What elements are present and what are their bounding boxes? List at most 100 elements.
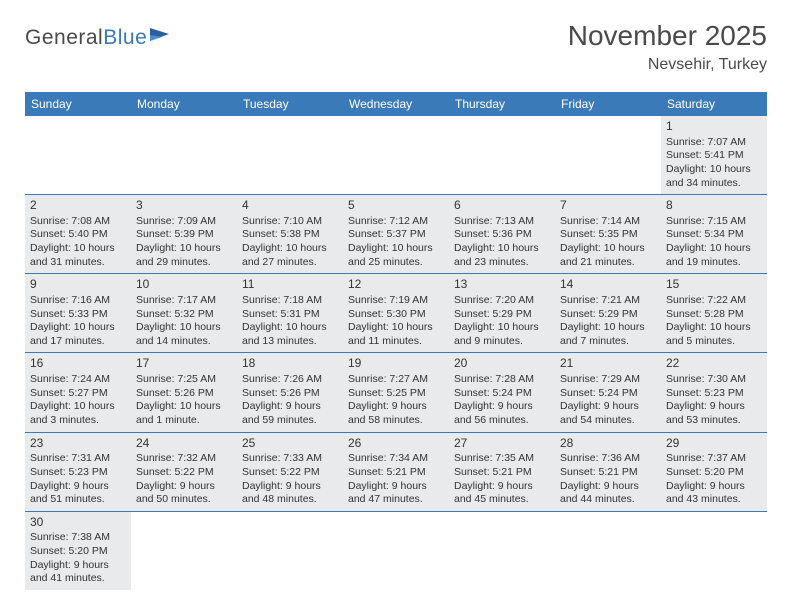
sunset-text: Sunset: 5:39 PM bbox=[136, 228, 232, 242]
day-header: Monday bbox=[131, 92, 237, 116]
day-cell: 15Sunrise: 7:22 AMSunset: 5:28 PMDayligh… bbox=[661, 274, 767, 352]
day-cell: 28Sunrise: 7:36 AMSunset: 5:21 PMDayligh… bbox=[555, 433, 661, 511]
daylight-text: Daylight: 10 hours and 14 minutes. bbox=[136, 321, 232, 348]
day-header: Tuesday bbox=[237, 92, 343, 116]
week-row: 2Sunrise: 7:08 AMSunset: 5:40 PMDaylight… bbox=[25, 195, 767, 274]
daylight-text: Daylight: 10 hours and 1 minute. bbox=[136, 400, 232, 427]
daylight-text: Daylight: 9 hours and 48 minutes. bbox=[242, 480, 338, 507]
day-number: 18 bbox=[242, 356, 338, 372]
sunrise-text: Sunrise: 7:20 AM bbox=[454, 294, 550, 308]
week-row: 30Sunrise: 7:38 AMSunset: 5:20 PMDayligh… bbox=[25, 512, 767, 590]
daylight-text: Daylight: 9 hours and 41 minutes. bbox=[30, 559, 126, 586]
day-cell-empty bbox=[131, 116, 237, 194]
day-cell: 1Sunrise: 7:07 AMSunset: 5:41 PMDaylight… bbox=[661, 116, 767, 194]
day-cell: 23Sunrise: 7:31 AMSunset: 5:23 PMDayligh… bbox=[25, 433, 131, 511]
sunset-text: Sunset: 5:21 PM bbox=[454, 466, 550, 480]
sunrise-text: Sunrise: 7:18 AM bbox=[242, 294, 338, 308]
daylight-text: Daylight: 9 hours and 58 minutes. bbox=[348, 400, 444, 427]
sunset-text: Sunset: 5:21 PM bbox=[348, 466, 444, 480]
sunrise-text: Sunrise: 7:31 AM bbox=[30, 452, 126, 466]
day-cell: 2Sunrise: 7:08 AMSunset: 5:40 PMDaylight… bbox=[25, 195, 131, 273]
sunrise-text: Sunrise: 7:35 AM bbox=[454, 452, 550, 466]
day-cell: 4Sunrise: 7:10 AMSunset: 5:38 PMDaylight… bbox=[237, 195, 343, 273]
day-cell: 17Sunrise: 7:25 AMSunset: 5:26 PMDayligh… bbox=[131, 353, 237, 431]
sunset-text: Sunset: 5:40 PM bbox=[30, 228, 126, 242]
sunset-text: Sunset: 5:26 PM bbox=[242, 387, 338, 401]
day-number: 8 bbox=[666, 198, 762, 214]
day-number: 29 bbox=[666, 436, 762, 452]
logo-text-blue: Blue bbox=[103, 26, 147, 49]
sunrise-text: Sunrise: 7:36 AM bbox=[560, 452, 656, 466]
sunset-text: Sunset: 5:22 PM bbox=[136, 466, 232, 480]
day-number: 13 bbox=[454, 277, 550, 293]
day-cell: 22Sunrise: 7:30 AMSunset: 5:23 PMDayligh… bbox=[661, 353, 767, 431]
sunrise-text: Sunrise: 7:33 AM bbox=[242, 452, 338, 466]
day-header: Thursday bbox=[449, 92, 555, 116]
day-cell-empty bbox=[237, 512, 343, 590]
daylight-text: Daylight: 9 hours and 50 minutes. bbox=[136, 480, 232, 507]
day-number: 6 bbox=[454, 198, 550, 214]
sunset-text: Sunset: 5:37 PM bbox=[348, 228, 444, 242]
day-number: 11 bbox=[242, 277, 338, 293]
day-cell: 6Sunrise: 7:13 AMSunset: 5:36 PMDaylight… bbox=[449, 195, 555, 273]
day-cell-empty bbox=[555, 512, 661, 590]
day-number: 17 bbox=[136, 356, 232, 372]
sunset-text: Sunset: 5:24 PM bbox=[560, 387, 656, 401]
day-cell: 20Sunrise: 7:28 AMSunset: 5:24 PMDayligh… bbox=[449, 353, 555, 431]
daylight-text: Daylight: 9 hours and 59 minutes. bbox=[242, 400, 338, 427]
daylight-text: Daylight: 10 hours and 9 minutes. bbox=[454, 321, 550, 348]
daylight-text: Daylight: 10 hours and 21 minutes. bbox=[560, 242, 656, 269]
daylight-text: Daylight: 9 hours and 43 minutes. bbox=[666, 480, 762, 507]
sunrise-text: Sunrise: 7:32 AM bbox=[136, 452, 232, 466]
day-cell: 9Sunrise: 7:16 AMSunset: 5:33 PMDaylight… bbox=[25, 274, 131, 352]
week-row: 23Sunrise: 7:31 AMSunset: 5:23 PMDayligh… bbox=[25, 433, 767, 512]
daylight-text: Daylight: 9 hours and 45 minutes. bbox=[454, 480, 550, 507]
day-cell-empty bbox=[343, 512, 449, 590]
sunset-text: Sunset: 5:20 PM bbox=[666, 466, 762, 480]
daylight-text: Daylight: 10 hours and 27 minutes. bbox=[242, 242, 338, 269]
sunrise-text: Sunrise: 7:14 AM bbox=[560, 215, 656, 229]
month-title: November 2025 bbox=[568, 20, 767, 52]
location: Nevsehir, Turkey bbox=[568, 56, 767, 74]
day-header: Saturday bbox=[661, 92, 767, 116]
day-number: 5 bbox=[348, 198, 444, 214]
day-cell: 27Sunrise: 7:35 AMSunset: 5:21 PMDayligh… bbox=[449, 433, 555, 511]
sunrise-text: Sunrise: 7:28 AM bbox=[454, 373, 550, 387]
logo-text: GeneralBlue bbox=[25, 26, 147, 50]
sunset-text: Sunset: 5:33 PM bbox=[30, 308, 126, 322]
day-number: 9 bbox=[30, 277, 126, 293]
day-header: Friday bbox=[555, 92, 661, 116]
daylight-text: Daylight: 10 hours and 7 minutes. bbox=[560, 321, 656, 348]
sunset-text: Sunset: 5:27 PM bbox=[30, 387, 126, 401]
day-cell: 29Sunrise: 7:37 AMSunset: 5:20 PMDayligh… bbox=[661, 433, 767, 511]
day-number: 25 bbox=[242, 436, 338, 452]
day-cell-empty bbox=[555, 116, 661, 194]
sunrise-text: Sunrise: 7:07 AM bbox=[666, 136, 762, 150]
sunrise-text: Sunrise: 7:13 AM bbox=[454, 215, 550, 229]
daylight-text: Daylight: 10 hours and 25 minutes. bbox=[348, 242, 444, 269]
day-cell: 18Sunrise: 7:26 AMSunset: 5:26 PMDayligh… bbox=[237, 353, 343, 431]
daylight-text: Daylight: 9 hours and 56 minutes. bbox=[454, 400, 550, 427]
sunset-text: Sunset: 5:35 PM bbox=[560, 228, 656, 242]
daylight-text: Daylight: 10 hours and 34 minutes. bbox=[666, 163, 762, 190]
sunrise-text: Sunrise: 7:29 AM bbox=[560, 373, 656, 387]
day-number: 7 bbox=[560, 198, 656, 214]
sunset-text: Sunset: 5:22 PM bbox=[242, 466, 338, 480]
logo-text-general: General bbox=[25, 26, 103, 49]
day-cell-empty bbox=[343, 116, 449, 194]
day-cell: 10Sunrise: 7:17 AMSunset: 5:32 PMDayligh… bbox=[131, 274, 237, 352]
day-cell: 21Sunrise: 7:29 AMSunset: 5:24 PMDayligh… bbox=[555, 353, 661, 431]
sunrise-text: Sunrise: 7:10 AM bbox=[242, 215, 338, 229]
sunset-text: Sunset: 5:25 PM bbox=[348, 387, 444, 401]
daylight-text: Daylight: 9 hours and 44 minutes. bbox=[560, 480, 656, 507]
sunrise-text: Sunrise: 7:17 AM bbox=[136, 294, 232, 308]
day-number: 15 bbox=[666, 277, 762, 293]
sunrise-text: Sunrise: 7:37 AM bbox=[666, 452, 762, 466]
sunset-text: Sunset: 5:36 PM bbox=[454, 228, 550, 242]
day-number: 14 bbox=[560, 277, 656, 293]
day-cell-empty bbox=[449, 512, 555, 590]
sunset-text: Sunset: 5:32 PM bbox=[136, 308, 232, 322]
daylight-text: Daylight: 10 hours and 13 minutes. bbox=[242, 321, 338, 348]
sunrise-text: Sunrise: 7:27 AM bbox=[348, 373, 444, 387]
sunrise-text: Sunrise: 7:38 AM bbox=[30, 531, 126, 545]
